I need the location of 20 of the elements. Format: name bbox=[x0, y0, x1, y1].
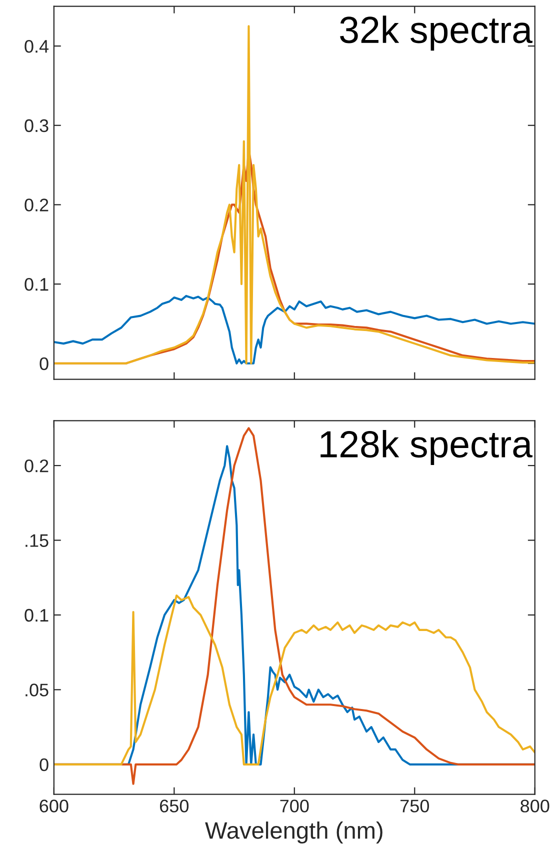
y-tick-label: 0.3 bbox=[24, 119, 48, 132]
x-tick-label: 600 bbox=[40, 800, 68, 812]
x-tick-label: 800 bbox=[520, 800, 550, 812]
y-tick-label: 0.1 bbox=[24, 278, 48, 291]
y-tick-label: 0.1 bbox=[24, 608, 48, 622]
annotation: 128k spectra bbox=[320, 430, 532, 466]
y-tick-label: 0 bbox=[40, 758, 48, 772]
y-tick-label: 0.4 bbox=[24, 40, 49, 53]
x-tick-label: 650 bbox=[160, 800, 189, 812]
y-tick-label: 0.2 bbox=[24, 198, 48, 212]
y-tick-label: .15 bbox=[26, 534, 48, 547]
line-series bbox=[54, 594, 535, 766]
x-axis-title: Wavelength (nm) bbox=[205, 822, 382, 844]
x-tick-label: 700 bbox=[280, 800, 309, 812]
y-tick-label: .05 bbox=[26, 684, 48, 696]
y-tick-label: 0.2 bbox=[24, 459, 48, 472]
y-tick-label: 0 bbox=[40, 357, 48, 370]
annotation: 32k spectra bbox=[340, 16, 532, 51]
x-tick-label: 750 bbox=[400, 800, 429, 812]
line-series bbox=[54, 294, 535, 364]
